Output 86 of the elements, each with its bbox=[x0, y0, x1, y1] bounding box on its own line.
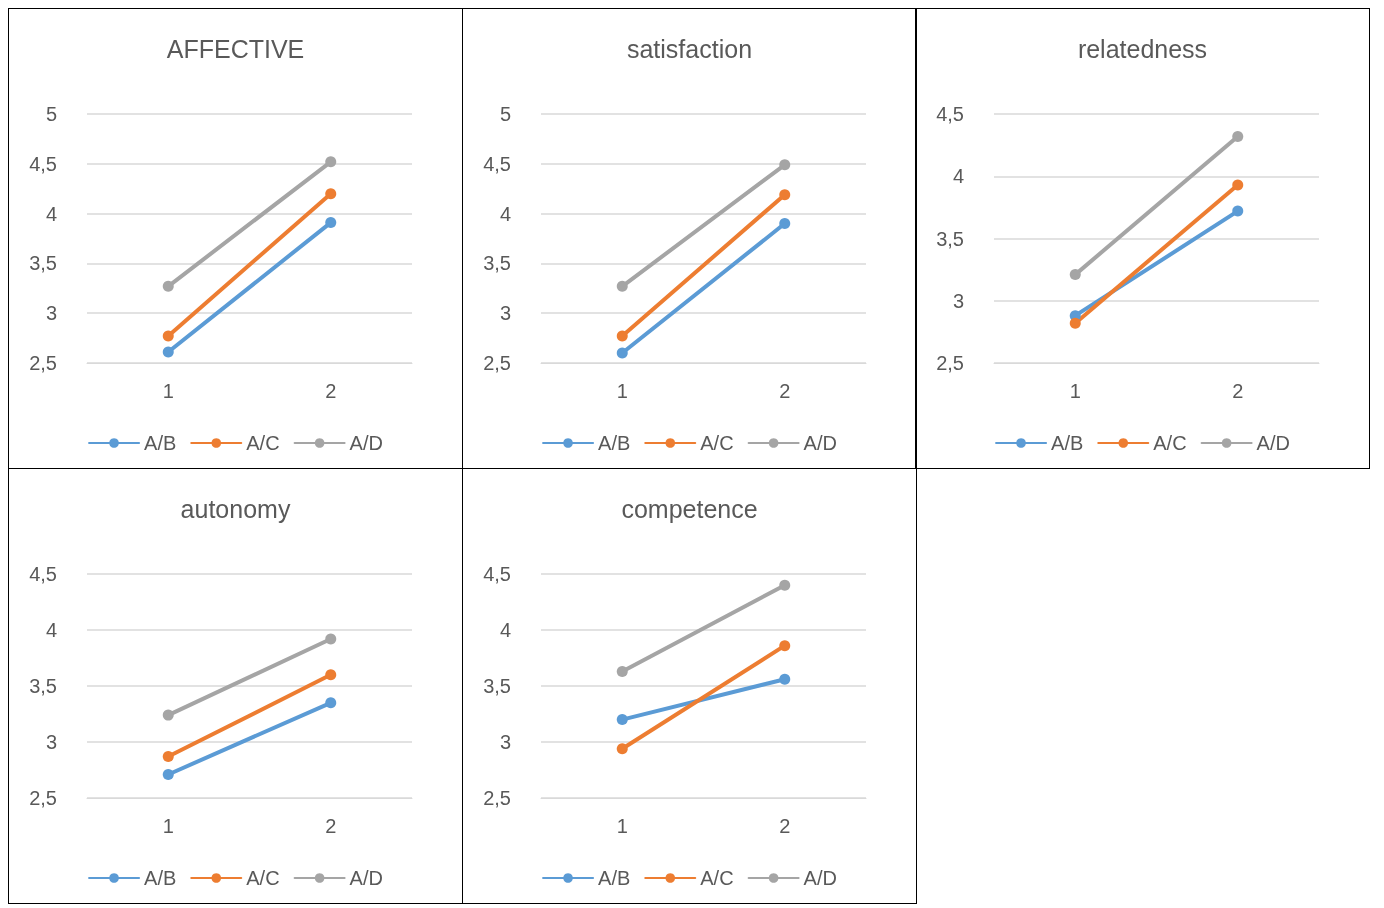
point bbox=[616, 347, 628, 359]
y-tick-label: 4,5 bbox=[482, 152, 511, 175]
legend-label: A/D bbox=[1256, 432, 1290, 454]
legend-label: A/D bbox=[803, 866, 837, 889]
point bbox=[778, 218, 790, 230]
x-tick-label: 2 bbox=[325, 380, 337, 402]
point bbox=[162, 280, 174, 292]
point bbox=[778, 189, 790, 201]
y-tick-label: 4 bbox=[499, 202, 511, 225]
y-tick-label: 3 bbox=[45, 730, 57, 753]
y-tick-label: 4,5 bbox=[29, 152, 57, 175]
legend-label: A/B bbox=[597, 432, 630, 454]
point bbox=[162, 330, 174, 342]
point bbox=[616, 665, 628, 677]
chart-title: competence bbox=[620, 494, 758, 522]
x-tick-label: 2 bbox=[778, 814, 790, 837]
point bbox=[1232, 130, 1244, 142]
y-tick-label: 2,5 bbox=[29, 352, 57, 374]
legend-label: A/C bbox=[246, 432, 280, 454]
point bbox=[616, 330, 628, 342]
legend-label: A/B bbox=[597, 866, 630, 889]
point bbox=[1232, 179, 1244, 191]
legend-label: A/D bbox=[349, 432, 383, 454]
legend-label: A/B bbox=[1051, 432, 1084, 454]
legend-label: A/C bbox=[246, 866, 280, 889]
point bbox=[1069, 269, 1081, 281]
point bbox=[162, 750, 174, 762]
point bbox=[325, 188, 337, 200]
chart-title: relatedness bbox=[1077, 34, 1208, 63]
y-tick-label: 4 bbox=[45, 618, 57, 641]
point bbox=[616, 280, 628, 292]
y-tick-label: 2,5 bbox=[29, 786, 57, 809]
y-tick-label: 5 bbox=[45, 103, 57, 125]
y-tick-label: 3 bbox=[45, 302, 57, 325]
y-tick-label: 3 bbox=[499, 730, 511, 753]
point bbox=[1232, 205, 1244, 217]
legend-label: A/C bbox=[1153, 432, 1187, 454]
legend-label: A/D bbox=[803, 432, 837, 454]
point bbox=[162, 709, 174, 721]
point bbox=[778, 579, 790, 591]
x-tick-label: 1 bbox=[616, 380, 628, 402]
point bbox=[616, 742, 628, 754]
y-tick-label: 2,5 bbox=[482, 352, 511, 374]
x-tick-label: 2 bbox=[1232, 380, 1244, 402]
point bbox=[778, 673, 790, 685]
point bbox=[325, 156, 337, 168]
point bbox=[325, 668, 337, 680]
y-tick-label: 3,5 bbox=[482, 674, 511, 697]
y-tick-label: 5 bbox=[499, 103, 511, 125]
y-tick-label: 3 bbox=[952, 289, 964, 312]
chart-title: autonomy bbox=[180, 494, 291, 522]
y-tick-label: 3,5 bbox=[29, 674, 57, 697]
legend-label: A/B bbox=[144, 432, 177, 454]
y-tick-label: 4,5 bbox=[29, 562, 57, 585]
chart-title: satisfaction bbox=[626, 34, 752, 63]
x-tick-label: 2 bbox=[778, 380, 790, 402]
y-tick-label: 2,5 bbox=[936, 352, 964, 374]
y-tick-label: 3 bbox=[499, 302, 511, 325]
legend-label: A/C bbox=[699, 866, 734, 889]
y-tick-label: 4 bbox=[952, 165, 964, 188]
y-tick-label: 4,5 bbox=[482, 562, 511, 585]
point bbox=[325, 632, 337, 644]
x-tick-label: 1 bbox=[616, 814, 628, 837]
y-tick-label: 4 bbox=[45, 202, 57, 225]
x-tick-label: 2 bbox=[325, 814, 337, 837]
y-tick-label: 3,5 bbox=[482, 252, 511, 275]
x-tick-label: 1 bbox=[162, 814, 174, 837]
legend-label: A/B bbox=[144, 866, 177, 889]
point bbox=[325, 696, 337, 708]
point bbox=[616, 713, 628, 725]
point bbox=[1069, 317, 1081, 329]
point bbox=[778, 159, 790, 171]
point bbox=[162, 346, 174, 358]
legend-label: A/C bbox=[699, 432, 734, 454]
x-tick-label: 1 bbox=[1069, 380, 1081, 402]
point bbox=[162, 768, 174, 780]
y-tick-label: 3,5 bbox=[936, 227, 964, 250]
x-tick-label: 1 bbox=[162, 380, 174, 402]
y-tick-label: 2,5 bbox=[482, 786, 511, 809]
y-tick-label: 4 bbox=[499, 618, 511, 641]
legend-label: A/D bbox=[349, 866, 383, 889]
point bbox=[778, 639, 790, 651]
point bbox=[325, 217, 337, 229]
y-tick-label: 4,5 bbox=[936, 103, 964, 125]
chart-title: AFFECTIVE bbox=[166, 34, 305, 63]
y-tick-label: 3,5 bbox=[29, 252, 57, 275]
